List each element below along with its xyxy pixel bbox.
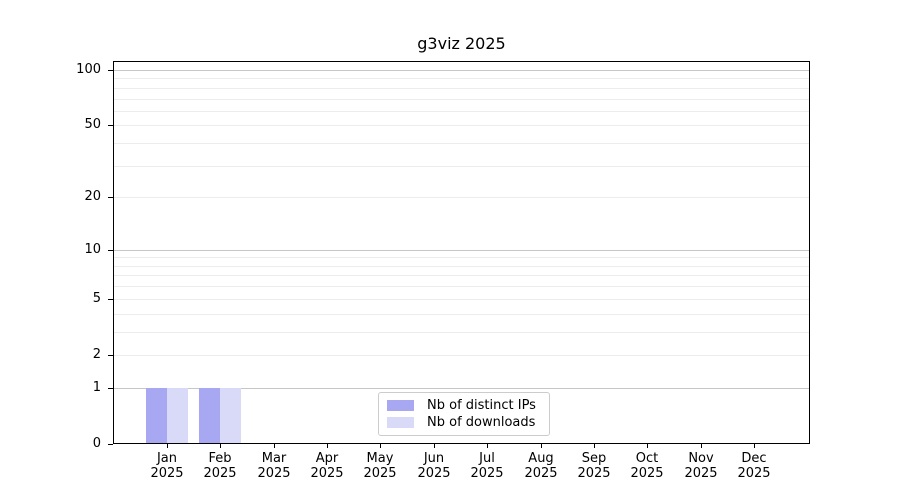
y-tick-0 (108, 444, 113, 445)
x-tick-label-mar: Mar 2025 (242, 451, 306, 481)
legend-item-distinct-ips: Nb of distinct IPs (387, 397, 541, 414)
y-tick-label-5: 5 (92, 291, 101, 306)
x-tick-jul (487, 444, 488, 448)
x-tick-month: Feb (208, 451, 232, 466)
gridline-minor-8 (113, 266, 810, 267)
x-tick-jun (434, 444, 435, 448)
bar-jan-nb-of-downloads (167, 388, 188, 444)
x-tick-year: 2025 (470, 466, 504, 481)
gridline-minor-50 (113, 125, 810, 126)
x-tick-year: 2025 (150, 466, 184, 481)
legend-swatch-downloads (387, 417, 414, 428)
y-tick-50 (108, 125, 113, 126)
y-tick-label-2: 2 (92, 347, 101, 362)
x-tick-label-jun: Jun 2025 (402, 451, 466, 481)
x-tick-sep (594, 444, 595, 448)
gridline-minor-30 (113, 166, 810, 167)
gridline-minor-90 (113, 78, 810, 79)
y-tick-label-1: 1 (92, 380, 101, 395)
x-tick-year: 2025 (577, 466, 611, 481)
y-tick-2 (108, 355, 113, 356)
x-tick-month: Apr (315, 451, 339, 466)
x-tick-month: Sep (581, 451, 607, 466)
x-tick-year: 2025 (310, 466, 344, 481)
gridline-minor-2 (113, 355, 810, 356)
legend: Nb of distinct IPs Nb of downloads (378, 392, 550, 436)
x-tick-month: Jun (423, 451, 445, 466)
gridline-minor-80 (113, 88, 810, 89)
gridline-minor-5 (113, 299, 810, 300)
y-tick-label-0: 0 (92, 436, 101, 451)
gridline-minor-40 (113, 143, 810, 144)
x-tick-label-dec: Dec 2025 (722, 451, 786, 481)
x-tick-month: Jul (479, 451, 495, 466)
gridline-minor-20 (113, 197, 810, 198)
x-tick-aug (541, 444, 542, 448)
x-tick-month: Jan (156, 451, 178, 466)
x-tick-month: Dec (741, 451, 767, 466)
x-tick-year: 2025 (684, 466, 718, 481)
plot-frame (113, 61, 810, 444)
x-tick-month: Mar (261, 451, 287, 466)
y-tick-label-100: 100 (76, 62, 101, 77)
legend-label-downloads: Nb of downloads (427, 415, 536, 430)
y-tick-label-50: 50 (84, 117, 101, 132)
bar-jan-nb-of-distinct-ips (146, 388, 167, 444)
x-tick-year: 2025 (630, 466, 664, 481)
x-tick-label-aug: Aug 2025 (509, 451, 573, 481)
gridline-minor-3 (113, 332, 810, 333)
x-tick-dec (754, 444, 755, 448)
gridline-major-10 (113, 250, 810, 251)
x-tick-year: 2025 (257, 466, 291, 481)
gridline-minor-7 (113, 275, 810, 276)
x-tick-jan (167, 444, 168, 448)
gridline-minor-9 (113, 257, 810, 258)
x-tick-label-nov: Nov 2025 (669, 451, 733, 481)
y-tick-5 (108, 299, 113, 300)
gridline-minor-60 (113, 111, 810, 112)
y-tick-100 (108, 70, 113, 71)
x-tick-label-feb: Feb 2025 (188, 451, 252, 481)
gridline-minor-4 (113, 314, 810, 315)
x-tick-may (380, 444, 381, 448)
y-tick-1 (108, 388, 113, 389)
gridline-major-100 (113, 70, 810, 71)
x-tick-year: 2025 (737, 466, 771, 481)
gridline-minor-70 (113, 99, 810, 100)
x-tick-mar (274, 444, 275, 448)
x-tick-label-apr: Apr 2025 (295, 451, 359, 481)
x-tick-apr (327, 444, 328, 448)
legend-item-downloads: Nb of downloads (387, 414, 541, 431)
x-tick-label-jan: Jan 2025 (135, 451, 199, 481)
bar-feb-nb-of-distinct-ips (199, 388, 220, 444)
x-tick-month: May (366, 451, 394, 466)
x-tick-label-sep: Sep 2025 (562, 451, 626, 481)
x-tick-nov (701, 444, 702, 448)
y-tick-label-10: 10 (84, 242, 101, 257)
x-tick-month: Nov (688, 451, 714, 466)
bar-feb-nb-of-downloads (220, 388, 241, 444)
legend-label-distinct-ips: Nb of distinct IPs (427, 398, 536, 413)
gridline-minor-6 (113, 286, 810, 287)
legend-swatch-distinct-ips (387, 400, 414, 411)
plot-area (108, 61, 810, 448)
chart-title: g3viz 2025 (417, 34, 506, 53)
x-tick-month: Aug (528, 451, 554, 466)
y-tick-10 (108, 250, 113, 251)
x-tick-year: 2025 (203, 466, 237, 481)
y-tick-label-20: 20 (84, 189, 101, 204)
x-tick-oct (647, 444, 648, 448)
x-tick-year: 2025 (524, 466, 558, 481)
x-tick-label-jul: Jul 2025 (455, 451, 519, 481)
y-tick-20 (108, 197, 113, 198)
x-tick-month: Oct (635, 451, 659, 466)
x-tick-label-oct: Oct 2025 (615, 451, 679, 481)
x-tick-feb (220, 444, 221, 448)
x-tick-year: 2025 (363, 466, 397, 481)
x-tick-label-may: May 2025 (348, 451, 412, 481)
x-tick-year: 2025 (417, 466, 451, 481)
gridline-major-1 (113, 388, 810, 389)
